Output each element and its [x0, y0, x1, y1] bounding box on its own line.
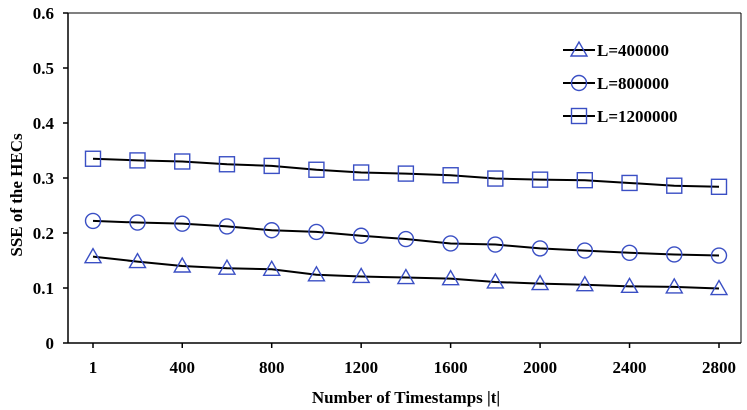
- data-point: [486, 272, 505, 289]
- x-tick-label: 800: [259, 358, 285, 377]
- series-1: [83, 247, 729, 296]
- data-point: [308, 223, 325, 241]
- data-point: [307, 265, 326, 282]
- data-point: [218, 156, 236, 173]
- y-tick-label: 0.1: [33, 279, 54, 298]
- x-tick-label: 1200: [344, 358, 378, 377]
- legend-item-3: L=1200000: [563, 107, 678, 126]
- series-3: [84, 150, 728, 196]
- data-point: [84, 150, 102, 167]
- data-point: [262, 259, 281, 276]
- data-point: [263, 222, 280, 239]
- series-group: [83, 150, 729, 296]
- data-point: [709, 279, 729, 296]
- data-point: [129, 152, 146, 169]
- x-tick-label: 400: [169, 358, 195, 377]
- data-point: [666, 246, 683, 263]
- data-point: [173, 256, 192, 273]
- data-point: [576, 171, 594, 189]
- y-axis-ticks: 0 0.1 0.2 0.3 0.4 0.5 0.6: [33, 4, 68, 353]
- x-tick-label: 2400: [613, 358, 647, 377]
- legend-marker: [570, 74, 588, 92]
- data-point: [621, 244, 638, 262]
- series-line: [92, 255, 720, 290]
- data-point: [487, 170, 504, 187]
- data-point: [710, 178, 728, 196]
- legend: L=400000 L=800000 L=1200000: [563, 40, 678, 126]
- y-tick-label: 0.2: [33, 224, 54, 243]
- data-point: [352, 227, 370, 244]
- data-point: [442, 235, 459, 252]
- y-tick-label: 0.5: [33, 59, 54, 78]
- legend-label: L=1200000: [597, 107, 678, 126]
- legend-label: L=800000: [597, 74, 669, 93]
- data-point: [397, 165, 415, 182]
- data-point: [352, 164, 370, 181]
- data-point: [487, 236, 504, 253]
- x-axis-ticks: 1 400 800 1200 1600 2000 2400 2800: [89, 343, 736, 377]
- x-tick-label: 1: [89, 358, 98, 377]
- legend-label: L=400000: [597, 41, 669, 60]
- x-axis-label: Number of Timestamps |t|: [312, 388, 500, 407]
- x-tick-label: 1600: [434, 358, 468, 377]
- data-point: [620, 276, 639, 294]
- data-point: [174, 153, 191, 170]
- legend-item-2: L=800000: [563, 74, 669, 93]
- data-point: [666, 177, 683, 194]
- data-point: [84, 212, 102, 230]
- data-point: [217, 258, 237, 275]
- data-point: [530, 274, 550, 291]
- x-tick-label: 2800: [702, 358, 736, 377]
- y-tick-label: 0: [46, 334, 55, 353]
- data-point: [128, 252, 147, 269]
- y-tick-label: 0.4: [33, 114, 55, 133]
- data-point: [575, 275, 595, 292]
- data-point: [263, 157, 280, 175]
- data-point: [621, 174, 638, 192]
- data-point: [218, 218, 236, 235]
- y-axis-label: SSE of the HECs: [7, 133, 26, 257]
- data-point: [129, 214, 146, 231]
- data-point: [576, 242, 594, 259]
- data-point: [396, 268, 416, 285]
- y-tick-label: 0.6: [33, 4, 54, 23]
- data-point: [351, 267, 371, 284]
- data-point: [442, 167, 459, 184]
- series-line: [92, 157, 720, 188]
- data-point: [397, 230, 415, 248]
- y-tick-label: 0.3: [33, 169, 54, 188]
- data-point: [710, 247, 728, 264]
- data-point: [665, 277, 684, 294]
- data-point: [531, 171, 549, 188]
- series-2: [84, 212, 728, 264]
- legend-marker: [569, 40, 589, 57]
- legend-marker: [570, 107, 588, 125]
- x-tick-label: 2000: [523, 358, 557, 377]
- data-point: [531, 240, 549, 257]
- data-point: [83, 247, 103, 264]
- legend-item-1: L=400000: [563, 40, 669, 60]
- series-line: [92, 219, 720, 257]
- data-point: [441, 269, 460, 286]
- axes: [67, 12, 742, 344]
- data-point: [174, 215, 191, 232]
- data-point: [308, 161, 325, 178]
